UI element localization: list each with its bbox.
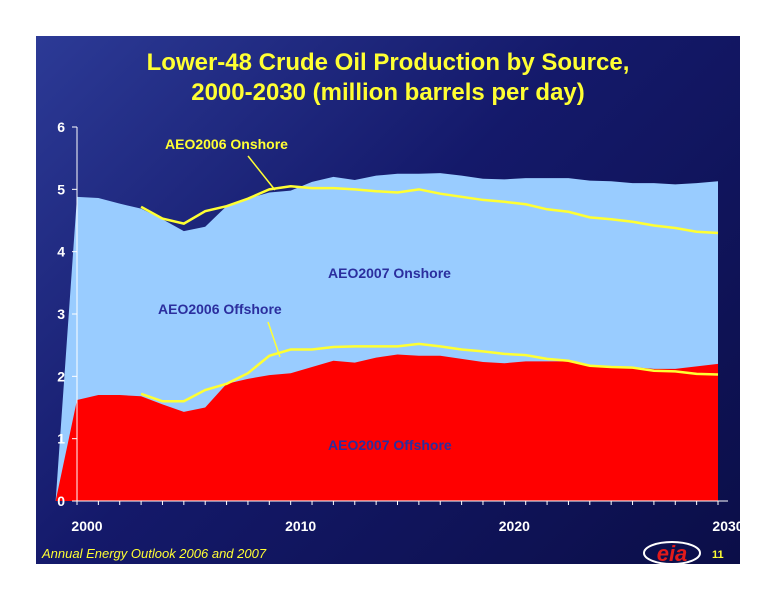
annotation-layer: AEO2006 Onshore AEO2007 Onshore AEO2006 … <box>158 136 452 453</box>
axes-layer: 0 1 2 3 4 5 6 2000 2010 2020 2030 <box>57 119 744 534</box>
y-tick-label: 0 <box>57 493 65 509</box>
annotation-aeo2007-offshore: AEO2007 Offshore <box>328 437 452 453</box>
line-aeo2006-offshore <box>140 342 719 403</box>
x-tick-label: 2020 <box>499 518 530 534</box>
y-tick-label: 5 <box>57 181 65 197</box>
slide-number: 11 <box>712 549 724 561</box>
annotation-aeo2006-onshore-leader <box>247 155 276 191</box>
area-layer <box>55 173 718 502</box>
y-tick-label: 2 <box>57 368 65 384</box>
line-layer <box>140 184 719 403</box>
eia-logo-icon: eia <box>643 541 701 566</box>
y-tick-label: 6 <box>57 119 65 135</box>
annotation-aeo2006-offshore: AEO2006 Offshore <box>158 301 282 317</box>
x-tick-label: 2000 <box>71 518 102 534</box>
footer-source: Annual Energy Outlook 2006 and 2007 <box>42 546 267 561</box>
x-tick-label: 2030 <box>712 518 743 534</box>
area-aeo2007-offshore <box>55 354 718 501</box>
chart-title-line-2: 2000-2030 (million barrels per day) <box>191 79 585 106</box>
x-tick-label: 2010 <box>285 518 316 534</box>
y-tick-label: 3 <box>57 306 65 322</box>
annotation-aeo2007-onshore: AEO2007 Onshore <box>328 265 451 281</box>
annotation-aeo2006-onshore: AEO2006 Onshore <box>165 136 288 152</box>
chart-title-line-1: Lower-48 Crude Oil Production by Source, <box>146 49 630 76</box>
line-aeo2006-onshore <box>140 184 719 235</box>
y-tick-label: 1 <box>57 431 65 447</box>
y-tick-label: 4 <box>57 244 65 260</box>
logo-text: eia <box>657 541 688 566</box>
annotation-aeo2006-offshore-leader <box>267 321 281 358</box>
chart-title: Lower-48 Crude Oil Production by Source,… <box>0 48 776 108</box>
